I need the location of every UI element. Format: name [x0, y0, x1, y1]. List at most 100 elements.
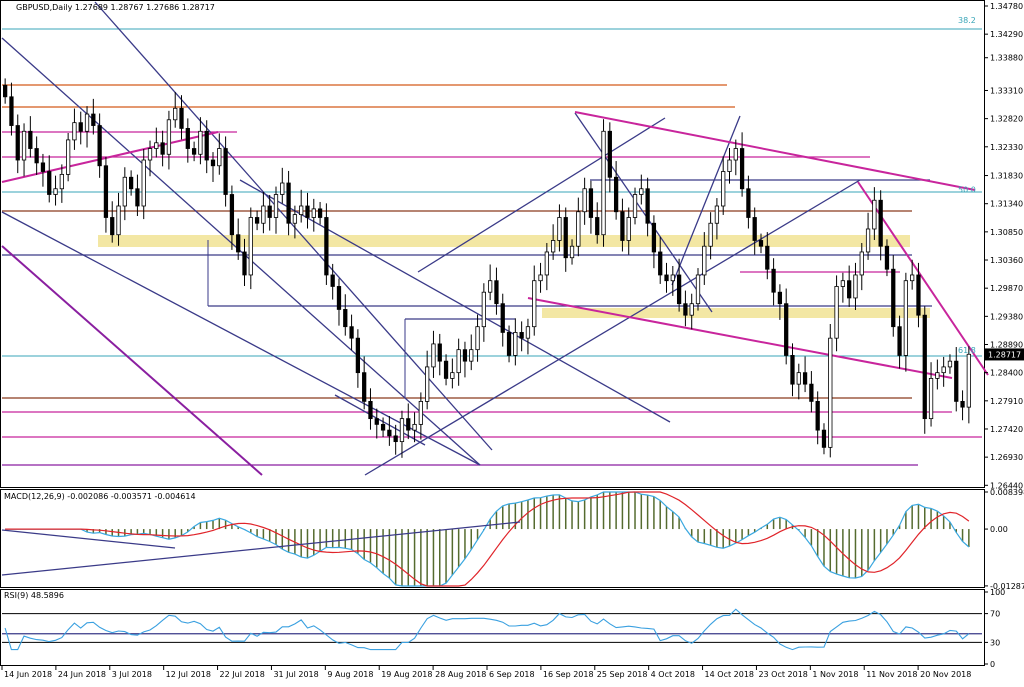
candle-body [847, 280, 852, 299]
candle-body [84, 113, 90, 132]
candle-body [878, 199, 883, 247]
price-tick-label: 1.31340 [990, 200, 1023, 209]
candle-body [122, 176, 127, 207]
horizontal-levels [2, 28, 982, 466]
candle-body [425, 366, 430, 402]
candle-body [765, 245, 770, 270]
candle-body [928, 378, 934, 420]
candle-body [336, 286, 342, 310]
time-tick-label: 3 Jul 2018 [112, 670, 152, 679]
candle-body [305, 205, 310, 218]
time-tick-label: 25 Sep 2018 [597, 670, 648, 679]
candle-body [254, 217, 260, 224]
candle-body [884, 245, 890, 270]
candle-body [267, 205, 272, 218]
candle-body [960, 400, 965, 408]
candle-body [380, 423, 386, 431]
candle-body [97, 125, 102, 167]
candle-body [588, 188, 594, 218]
candle-body [141, 159, 146, 207]
trendline-navy-5 [364, 179, 861, 476]
candle-body [9, 96, 14, 126]
candle-body [399, 418, 405, 443]
candle-body [299, 205, 304, 216]
candle-body [758, 240, 764, 247]
candle-body [160, 142, 165, 155]
candle-body [840, 280, 846, 287]
trendline-navy-8 [671, 115, 741, 286]
candle-body [551, 240, 556, 253]
time-tick-label: 16 Sep 2018 [543, 670, 594, 679]
candle-body [519, 332, 524, 339]
candle-body [66, 139, 71, 175]
candle-body [954, 360, 959, 402]
candle-body [223, 148, 228, 195]
candle-body [506, 332, 512, 356]
candle-body [903, 280, 908, 356]
trendline-navy-4 [239, 179, 671, 423]
resistance-zone-lower [542, 308, 930, 318]
candle-body [513, 332, 518, 356]
time-tick-label: 1 Nov 2018 [812, 670, 858, 679]
candle-body [154, 142, 159, 149]
price-tick-label: 1.28890 [990, 340, 1023, 349]
candle-body [78, 122, 83, 132]
candle-body [236, 234, 241, 253]
trendline-magenta-4 [1, 131, 219, 183]
candle-body [475, 326, 480, 351]
candle-body [557, 217, 562, 241]
candle-body [664, 274, 669, 282]
candle-body [941, 366, 946, 374]
candle-body [966, 353, 971, 408]
current-price-label: 1.28717 [988, 350, 1021, 359]
price-tick-label: 1.29870 [990, 284, 1023, 293]
candle-body [443, 360, 449, 379]
price-tick-label: 1.31830 [990, 172, 1023, 181]
candle-body [128, 176, 134, 190]
macd-title: MACD(12,26,9) -0.002086 -0.003571 -0.004… [4, 492, 196, 501]
candle-body [582, 188, 587, 213]
candle-body [110, 217, 115, 236]
candle-body [204, 130, 209, 161]
rsi-title: RSI(9) 48.5896 [4, 591, 64, 600]
candle-body [595, 217, 600, 236]
candle-body [374, 418, 379, 425]
current-price-tag [985, 348, 1024, 361]
macd-series [1, 491, 970, 587]
macd-tick-label: 0.00 [990, 525, 1008, 534]
candle-body [891, 268, 896, 328]
candle-body [198, 130, 203, 155]
candle-body [450, 372, 455, 379]
candle-body [72, 122, 77, 141]
trendline-navy-6 [417, 117, 666, 273]
candle-body [418, 400, 423, 425]
price-tick-label: 1.30850 [990, 228, 1023, 237]
time-tick-label: 9 Aug 2018 [327, 670, 373, 679]
candle-body [702, 245, 707, 276]
candle-body [40, 162, 46, 172]
candle-body [28, 130, 33, 149]
price-chart-title: GBPUSD,Daily 1.27689 1.28767 1.27686 1.2… [16, 3, 215, 12]
candle-body [437, 343, 442, 362]
candle-body [645, 188, 650, 224]
candle-body [910, 274, 915, 282]
rsi-panel [0, 589, 985, 666]
candle-body [229, 194, 235, 236]
candle-body [613, 176, 619, 213]
candle-body [532, 280, 537, 328]
candle-body [632, 194, 638, 218]
candle-body [481, 291, 486, 328]
candle-body [796, 372, 801, 385]
time-tick-label: 12 Jul 2018 [166, 670, 211, 679]
candle-body [576, 211, 581, 247]
candle-body [343, 309, 348, 328]
candle-body [658, 251, 663, 276]
time-tick-label: 4 Oct 2018 [651, 670, 695, 679]
candle-body [412, 423, 417, 431]
price-tick-label: 1.26930 [990, 453, 1023, 462]
candle-body [406, 418, 411, 431]
candle-body [135, 188, 140, 207]
